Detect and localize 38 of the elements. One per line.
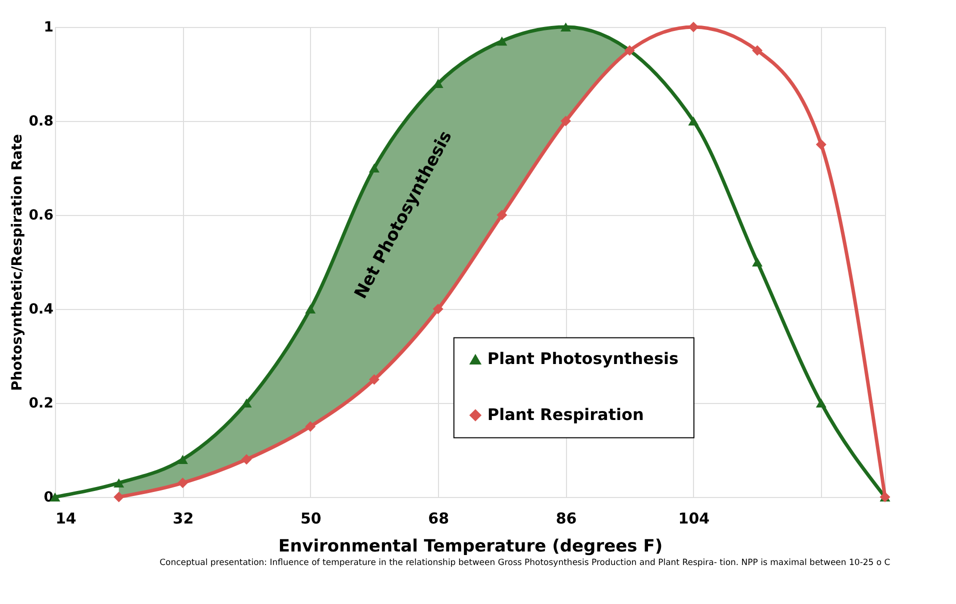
point bbox=[241, 398, 252, 408]
point bbox=[560, 22, 572, 32]
point bbox=[688, 22, 699, 32]
point bbox=[496, 210, 508, 220]
y-tick-label: 0 bbox=[44, 490, 54, 506]
legend-label: Plant Respiration bbox=[487, 405, 644, 424]
y-tick-label: 0.4 bbox=[28, 302, 54, 318]
y-tick-label: 0.2 bbox=[28, 396, 54, 412]
x-tick-label: 86 bbox=[556, 510, 577, 528]
point bbox=[688, 116, 699, 126]
point bbox=[368, 374, 380, 385]
y-tick-label: 0.8 bbox=[28, 114, 54, 130]
x-tick-label: 104 bbox=[678, 510, 710, 528]
point bbox=[305, 304, 316, 314]
x-tick-label: 32 bbox=[172, 510, 194, 528]
point bbox=[114, 492, 124, 502]
y-axis-title: Photosynthetic/Respiration Rate bbox=[10, 134, 26, 391]
point bbox=[114, 478, 124, 488]
point bbox=[177, 478, 188, 488]
x-tick-label: 50 bbox=[300, 510, 322, 528]
y-tick-label: 1 bbox=[44, 20, 54, 36]
point bbox=[816, 398, 826, 408]
text: Conceptual presentation: Influence of temperature in the relationship between Gross Photosynthesis Production and Plant Respira- tion. NPP is maximal between 10-25 o C bbox=[160, 558, 890, 568]
point bbox=[305, 421, 316, 432]
y-tick-label: 0.6 bbox=[28, 208, 54, 224]
point bbox=[816, 139, 826, 150]
x-axis-title: Environmental Temperature (degrees F) bbox=[278, 536, 663, 556]
x-tick-label: 14 bbox=[56, 510, 76, 528]
point bbox=[432, 304, 444, 314]
point bbox=[177, 454, 188, 464]
point bbox=[752, 45, 763, 56]
point bbox=[752, 257, 763, 267]
point bbox=[624, 45, 635, 56]
x-tick-label: 68 bbox=[428, 510, 450, 528]
point bbox=[560, 116, 572, 126]
legend-label: Plant Photosynthesis bbox=[487, 349, 679, 368]
point bbox=[496, 36, 508, 46]
point bbox=[241, 454, 252, 465]
